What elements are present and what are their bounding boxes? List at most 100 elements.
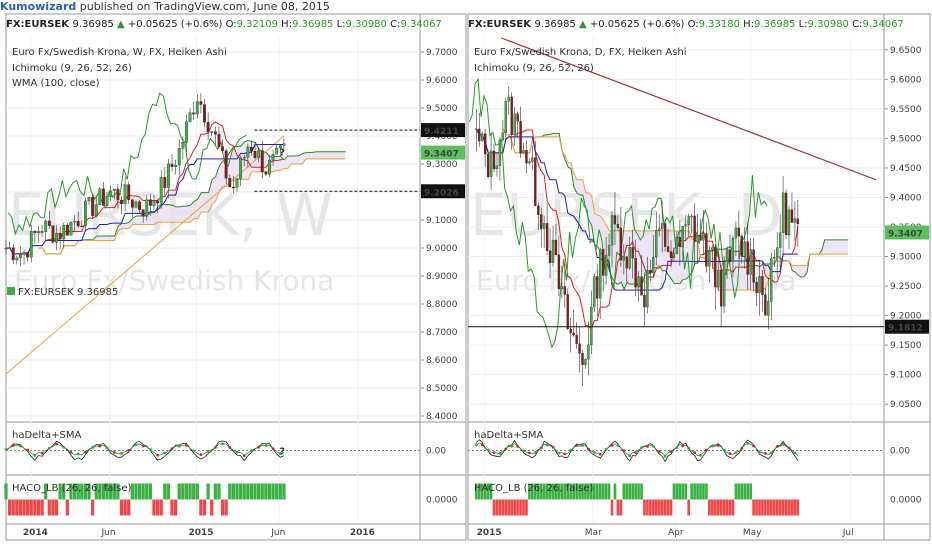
c1-candle bbox=[51, 225, 55, 243]
c2-candle bbox=[504, 101, 508, 133]
c2-haco-bar bbox=[622, 483, 626, 500]
c2-candle bbox=[669, 251, 673, 258]
c2-y-tick-label: 9.1000 bbox=[890, 371, 922, 381]
c1-haco-bar bbox=[87, 483, 91, 500]
c2-haco-bar bbox=[607, 483, 611, 500]
c1-hadelta-dot bbox=[199, 453, 203, 457]
c2-hadelta-dot bbox=[746, 441, 750, 445]
c2-haco-bar bbox=[637, 483, 640, 500]
c1-haco-bar bbox=[29, 499, 33, 516]
c2-up-arrow-icon: ▲ bbox=[579, 19, 590, 30]
c1-haco-bar bbox=[130, 483, 134, 500]
c1-candle bbox=[120, 199, 123, 205]
c2-hadelta-dot bbox=[734, 451, 738, 455]
c2-candle bbox=[604, 255, 608, 276]
c2-haco-bar bbox=[725, 499, 729, 516]
c1-candle bbox=[130, 199, 134, 208]
c1-haco-bar bbox=[278, 483, 282, 500]
c2-hadelta-dot bbox=[504, 447, 508, 451]
c1-haco-bar bbox=[54, 499, 59, 516]
c1-candle bbox=[275, 147, 279, 155]
c1-haco-bar bbox=[18, 499, 23, 516]
c2-haco-bar bbox=[542, 483, 546, 500]
c2-haco-bar bbox=[619, 499, 623, 516]
c2-haco-bar bbox=[551, 483, 555, 500]
c1-price-label-box bbox=[421, 123, 465, 138]
c1-haco-bar bbox=[141, 483, 145, 500]
c2-hadelta-dot bbox=[663, 454, 667, 458]
c2-candle bbox=[548, 250, 552, 263]
c2-hadelta-dot bbox=[610, 443, 614, 447]
c2-candle bbox=[719, 269, 723, 307]
c1-haco-bar bbox=[206, 483, 210, 500]
c2-candle bbox=[501, 132, 505, 140]
c2-candle bbox=[708, 249, 711, 267]
c2-candle bbox=[693, 215, 696, 242]
c2-candle bbox=[776, 247, 779, 258]
c1-low-label: L: bbox=[337, 19, 346, 30]
c2-candle bbox=[537, 205, 540, 215]
c2-hadelta-dot bbox=[528, 451, 531, 455]
c1-haco-bar bbox=[148, 483, 152, 500]
c2-high-label: H: bbox=[743, 19, 754, 30]
c1-haco-bar bbox=[15, 499, 19, 516]
c2-hadelta-dot bbox=[498, 451, 502, 455]
c2-senkou-span-b bbox=[502, 128, 849, 291]
c2-candle bbox=[675, 237, 679, 254]
c2-hadelta-dot bbox=[699, 453, 702, 457]
c1-senkou-span-b bbox=[38, 158, 346, 255]
c1-haco-bar bbox=[282, 483, 286, 500]
c1-haco-bar bbox=[105, 483, 109, 500]
c2-candle bbox=[699, 235, 702, 241]
c2-kijun-sen bbox=[475, 128, 798, 291]
c1-candle bbox=[163, 176, 167, 188]
c2-hadelta-dot bbox=[539, 446, 543, 450]
c2-hadelta-dot bbox=[628, 454, 632, 458]
c2-candle bbox=[787, 209, 791, 236]
c2-haco-bar bbox=[548, 483, 552, 500]
c1-candle bbox=[192, 112, 196, 115]
c1-candle bbox=[217, 134, 221, 147]
c2-candle bbox=[475, 128, 478, 131]
c1-haco-bar bbox=[72, 483, 77, 500]
c1-haco-bar bbox=[123, 499, 127, 516]
author-name[interactable]: Kumowizard bbox=[0, 0, 77, 13]
c2-candle bbox=[616, 224, 620, 228]
c1-haco-bar bbox=[40, 499, 44, 516]
c2-haco-bar bbox=[719, 499, 723, 516]
c2-hadelta-dot bbox=[522, 449, 525, 453]
c1-candle bbox=[206, 122, 210, 133]
c2-candle bbox=[758, 276, 761, 294]
c2-candle bbox=[481, 133, 484, 142]
c1-candle bbox=[181, 142, 185, 149]
c2-haco-bar bbox=[767, 499, 770, 516]
c2-y-tick-label: 9.5000 bbox=[890, 134, 922, 144]
c1-haco-bar bbox=[155, 499, 160, 516]
c1-haco-bar bbox=[242, 483, 246, 500]
c2-haco-bar bbox=[778, 499, 782, 516]
c1-candle bbox=[98, 188, 102, 205]
c2-haco-bar bbox=[663, 499, 667, 516]
c1-indicator-label: WMA (100, close) bbox=[12, 78, 100, 89]
c1-last-price: 9.36985 bbox=[72, 19, 117, 30]
c1-haco-bar bbox=[246, 483, 250, 500]
c2-candle bbox=[551, 239, 555, 263]
c2-haco-bar bbox=[610, 499, 614, 516]
c1-candle bbox=[282, 143, 286, 146]
c2-candle bbox=[734, 227, 738, 239]
c2-haco-bar bbox=[590, 483, 593, 500]
c1-candle bbox=[213, 131, 217, 135]
c2-candle bbox=[705, 233, 708, 267]
c2-candle bbox=[522, 150, 525, 154]
c2-candle bbox=[631, 247, 634, 259]
c1-hadelta-dot bbox=[26, 448, 30, 452]
c2-hadelta-dot bbox=[728, 452, 732, 455]
c1-hadelta-dot bbox=[278, 452, 282, 455]
c1-candle bbox=[188, 112, 192, 122]
c2-hadelta-line bbox=[476, 439, 799, 463]
c1-haco-bar bbox=[152, 499, 156, 516]
c2-haco-bar bbox=[483, 483, 487, 500]
c1-candle bbox=[177, 148, 181, 166]
c1-candle bbox=[105, 196, 109, 206]
c1-hadelta-dot bbox=[156, 453, 159, 457]
